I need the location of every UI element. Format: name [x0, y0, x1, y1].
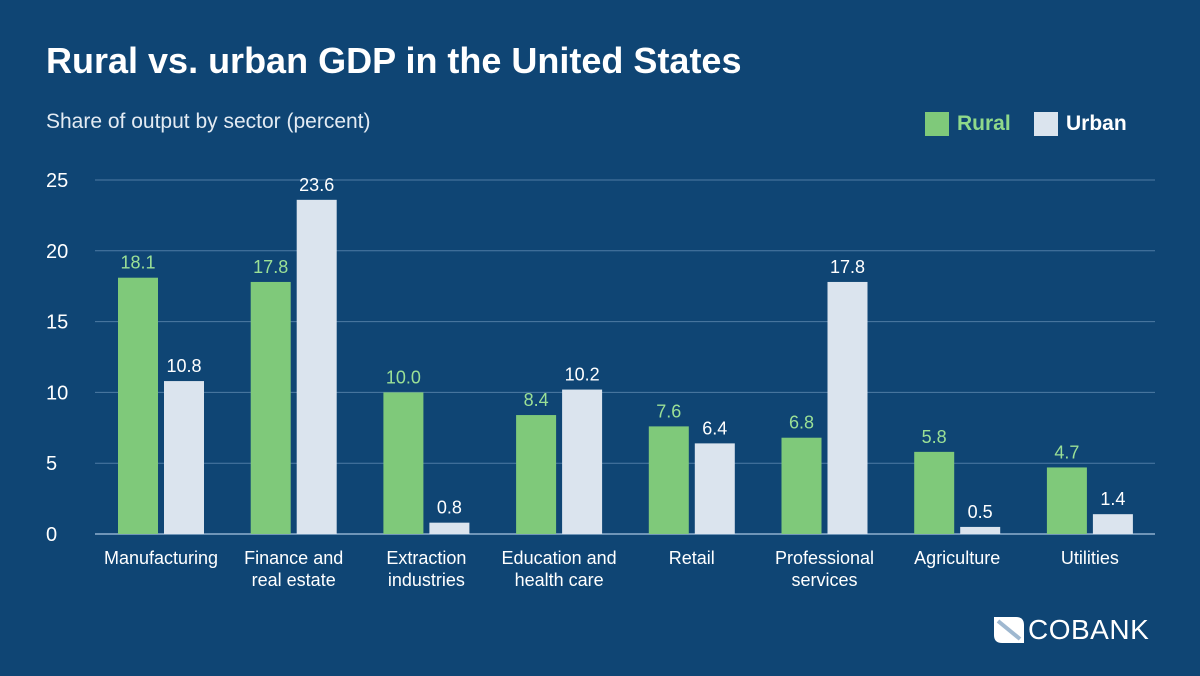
bar-urban	[694, 443, 735, 534]
bar-rural	[516, 415, 557, 534]
legend-item-urban: Urban	[1034, 112, 1127, 136]
logo-text: COBANK	[1028, 614, 1150, 645]
x-tick-label: Retail	[669, 548, 715, 568]
x-tick-label: industries	[388, 570, 465, 590]
bar-urban	[1092, 514, 1133, 534]
legend-swatch-rural	[925, 112, 949, 136]
data-label-rural: 7.6	[656, 401, 681, 421]
bar-urban	[164, 381, 204, 534]
legend-item-rural: Rural	[925, 112, 1011, 136]
data-label-rural: 8.4	[524, 390, 549, 410]
bar-rural	[250, 281, 291, 534]
data-label-rural: 6.8	[789, 413, 814, 433]
bar-rural	[914, 451, 955, 534]
bar-urban	[562, 389, 603, 534]
data-label-urban: 1.4	[1100, 489, 1125, 509]
y-tick-label: 0	[46, 524, 57, 546]
data-label-urban: 0.5	[968, 502, 993, 522]
data-label-rural: 18.1	[120, 253, 155, 273]
data-label-rural: 5.8	[922, 427, 947, 447]
cobank-logo-icon	[994, 617, 1024, 643]
y-tick-label: 5	[46, 453, 57, 475]
x-tick-label: Agriculture	[914, 548, 1000, 568]
x-tick-label: real estate	[252, 570, 336, 590]
bar-urban	[429, 522, 470, 534]
data-label-rural: 4.7	[1054, 442, 1079, 462]
chart-subtitle: Share of output by sector (percent)	[46, 110, 371, 133]
bar-rural	[648, 426, 689, 534]
bar-urban	[960, 526, 1001, 534]
cobank-logo: COBANK	[994, 614, 1149, 646]
x-tick-label: services	[791, 570, 857, 590]
data-label-urban: 10.2	[565, 365, 600, 385]
y-tick-label: 20	[46, 241, 68, 263]
x-tick-label: Education and	[502, 548, 617, 568]
y-tick-label: 25	[46, 170, 68, 192]
chart-title: Rural vs. urban GDP in the United States	[46, 40, 742, 81]
x-tick-label: Manufacturing	[104, 548, 218, 568]
data-label-urban: 10.8	[166, 356, 201, 376]
bar-urban	[296, 199, 337, 534]
data-label-urban: 23.6	[299, 175, 334, 195]
legend-swatch-urban	[1034, 112, 1058, 136]
x-tick-label: Utilities	[1061, 548, 1119, 568]
y-tick-label: 10	[46, 382, 68, 404]
x-tick-label: health care	[515, 570, 604, 590]
x-tick-label: Extraction	[386, 548, 466, 568]
x-tick-label: Finance and	[244, 548, 343, 568]
data-label-rural: 17.8	[253, 257, 288, 277]
bar-rural	[781, 437, 822, 534]
y-tick-label: 15	[46, 312, 68, 334]
x-tick-label: Professional	[775, 548, 874, 568]
bar-rural	[118, 277, 158, 534]
bar-rural	[1046, 467, 1087, 534]
bar-rural	[383, 392, 424, 534]
bar-urban	[827, 281, 868, 534]
data-label-urban: 17.8	[830, 257, 865, 277]
data-label-rural: 10.0	[386, 367, 421, 387]
data-label-urban: 6.4	[702, 418, 727, 438]
legend-label-rural: Rural	[957, 112, 1011, 135]
legend-label-urban: Urban	[1066, 112, 1127, 135]
data-label-urban: 0.8	[437, 498, 462, 518]
